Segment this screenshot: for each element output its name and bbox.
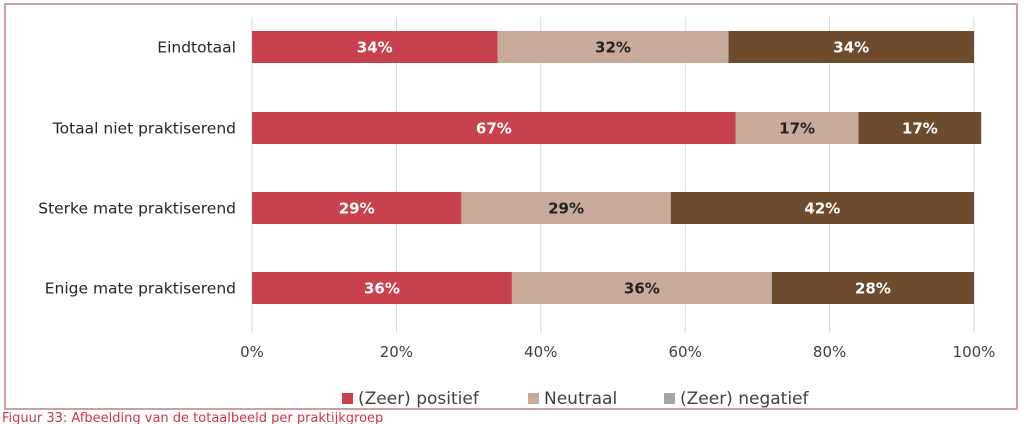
bar-segment — [252, 31, 498, 63]
bar-segment — [252, 272, 512, 304]
bar-segment — [858, 112, 982, 144]
data-label: 67% — [476, 120, 512, 138]
bar-segment — [511, 272, 772, 304]
x-tick-label: 40% — [524, 343, 557, 361]
data-label: 29% — [548, 200, 584, 218]
x-tick-label: 20% — [380, 343, 413, 361]
category-label: Enige mate praktiserend — [45, 280, 236, 298]
data-label: 17% — [902, 120, 938, 138]
bar-segment — [670, 192, 974, 224]
legend-label: Neutraal — [544, 389, 617, 408]
data-label: 32% — [595, 39, 631, 57]
bar-segment — [497, 31, 729, 63]
bar-segment — [735, 112, 859, 144]
x-tick-label: 80% — [813, 343, 846, 361]
data-label: 28% — [855, 280, 891, 298]
category-label: Sterke mate praktiserend — [38, 200, 236, 218]
figure-caption: Figuur 33: Afbeelding van de totaalbeeld… — [2, 411, 384, 424]
data-label: 34% — [833, 39, 869, 57]
legend-swatch — [664, 393, 675, 404]
data-label: 29% — [339, 200, 375, 218]
bar-segment — [252, 192, 462, 224]
data-label: 34% — [357, 39, 393, 57]
legend-label: (Zeer) positief — [358, 389, 480, 408]
bar-segment — [728, 31, 974, 63]
chart-frame: 0% 20% 40% 60% 80% 100% Eindtotaal 34% 32% 34% Tot… — [4, 3, 1018, 410]
bar-segment — [252, 112, 736, 144]
x-tick-label: 0% — [240, 343, 264, 361]
x-tick-label: 100% — [953, 343, 996, 361]
data-label: 36% — [624, 280, 660, 298]
category-label: Totaal niet praktiserend — [52, 120, 236, 138]
x-tick-label: 60% — [669, 343, 702, 361]
legend-swatch — [528, 393, 539, 404]
bar-segment — [771, 272, 974, 304]
legend-swatch — [342, 393, 353, 404]
legend-label: (Zeer) negatief — [680, 389, 810, 408]
bar-segment — [461, 192, 671, 224]
data-label: 42% — [804, 200, 840, 218]
stacked-bar-chart: 0% 20% 40% 60% 80% 100% Eindtotaal 34% 32% 34% Tot… — [38, 17, 996, 408]
category-label: Eindtotaal — [157, 39, 236, 57]
data-label: 17% — [779, 120, 815, 138]
data-label: 36% — [364, 280, 400, 298]
